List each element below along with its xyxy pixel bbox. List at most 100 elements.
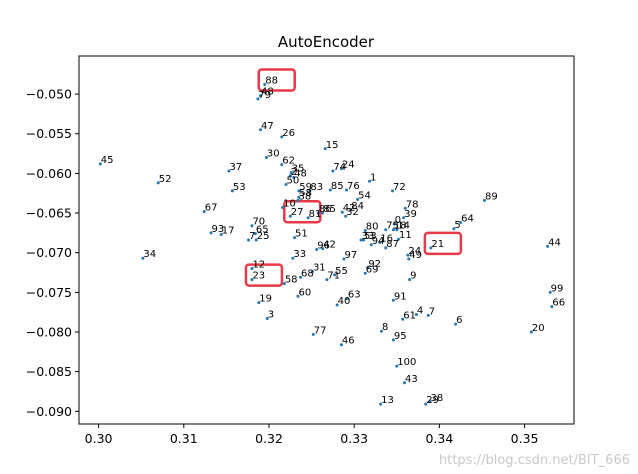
point-label: 89 (485, 191, 498, 202)
point-label: 40 (338, 296, 351, 307)
data-point (546, 244, 550, 248)
data-point (209, 231, 213, 235)
point-label: 7 (249, 231, 255, 242)
points-layer (98, 83, 554, 406)
highlight-box (423, 231, 463, 256)
point-label: 32 (346, 207, 359, 218)
point-label: 71 (327, 271, 340, 282)
data-point (392, 222, 396, 226)
data-point (331, 169, 335, 173)
data-point (391, 228, 395, 232)
data-point (396, 237, 400, 241)
point-label: 44 (548, 237, 561, 248)
point-label: 0 (395, 215, 401, 226)
point-label: 93 (212, 224, 225, 235)
point-label: 77 (314, 325, 327, 336)
point-label: 9 (410, 271, 416, 282)
data-point (98, 162, 102, 166)
point-label: 3 (268, 310, 274, 321)
x-tick-label: 0.33 (340, 431, 368, 446)
point-label: 20 (532, 323, 545, 334)
data-point (548, 290, 552, 294)
data-point (219, 232, 223, 236)
point-label: 85 (323, 204, 336, 215)
point-label: 45 (101, 155, 114, 166)
watermark: https://blog.csdn.net/BIT_666 (438, 453, 630, 468)
data-point (356, 198, 360, 202)
point-label: 67 (205, 202, 218, 213)
data-point (424, 402, 428, 406)
point-label: 11 (399, 230, 412, 241)
data-point (250, 267, 254, 271)
data-point (344, 214, 348, 218)
data-point (156, 181, 160, 185)
point-label: 48 (294, 168, 307, 179)
data-point (310, 270, 314, 274)
data-point (202, 209, 206, 213)
data-point (230, 189, 234, 193)
data-point (280, 135, 284, 139)
data-point (297, 195, 301, 199)
data-point (296, 294, 300, 298)
highlight-layer (244, 68, 463, 287)
data-point (401, 317, 405, 321)
y-tick-label: −0.060 (26, 166, 72, 181)
point-label: 47 (261, 121, 274, 132)
data-point (288, 174, 292, 178)
data-point (349, 208, 353, 212)
point-label: 61 (403, 310, 416, 321)
point-label: 64 (461, 214, 474, 225)
highlight-box (257, 68, 296, 92)
point-label: 33 (293, 249, 306, 260)
data-point (280, 163, 284, 167)
data-point (263, 83, 267, 87)
chart-title: AutoEncoder (278, 33, 375, 51)
point-label: 80 (366, 221, 379, 232)
point-label: 87 (386, 239, 399, 250)
point-label: 24 (408, 246, 421, 257)
data-point (391, 189, 395, 193)
point-label: 83 (310, 182, 323, 193)
point-label: 58 (299, 188, 312, 199)
data-point (292, 175, 296, 179)
point-label: 50 (287, 175, 300, 186)
point-label: 96 (317, 241, 330, 252)
data-point (321, 211, 325, 215)
point-label: 30 (267, 149, 280, 160)
data-point (250, 224, 254, 228)
point-label: 26 (282, 128, 295, 139)
point-label: 8 (382, 322, 388, 333)
point-label: 21 (431, 239, 444, 250)
data-point (247, 238, 251, 242)
point-label: 42 (323, 240, 336, 251)
y-tick-label: −0.085 (26, 364, 72, 379)
data-point (454, 322, 458, 326)
point-label: 7 (429, 306, 435, 317)
data-point (402, 216, 406, 220)
point-label: 23 (252, 271, 265, 282)
x-tick-label: 0.32 (255, 431, 283, 446)
point-label: 76 (347, 181, 360, 192)
data-point (339, 167, 343, 171)
point-label: 91 (394, 291, 407, 302)
point-label: 38 (298, 191, 311, 202)
point-label: 16 (380, 233, 393, 244)
point-label: 84 (351, 201, 364, 212)
point-label: 59 (299, 182, 312, 193)
point-label: 66 (552, 298, 565, 309)
data-point (297, 189, 301, 193)
point-label: 72 (393, 182, 406, 193)
data-point (335, 303, 339, 307)
data-point (366, 266, 370, 270)
data-point (452, 227, 456, 231)
data-point (282, 282, 286, 286)
data-point (256, 97, 260, 101)
point-label: 5 (454, 220, 460, 231)
data-point (328, 188, 332, 192)
data-point (253, 232, 257, 236)
point-label: 38 (431, 393, 444, 404)
data-point (342, 257, 346, 261)
y-tick-label: −0.080 (26, 325, 72, 340)
point-label: 4 (417, 306, 423, 317)
